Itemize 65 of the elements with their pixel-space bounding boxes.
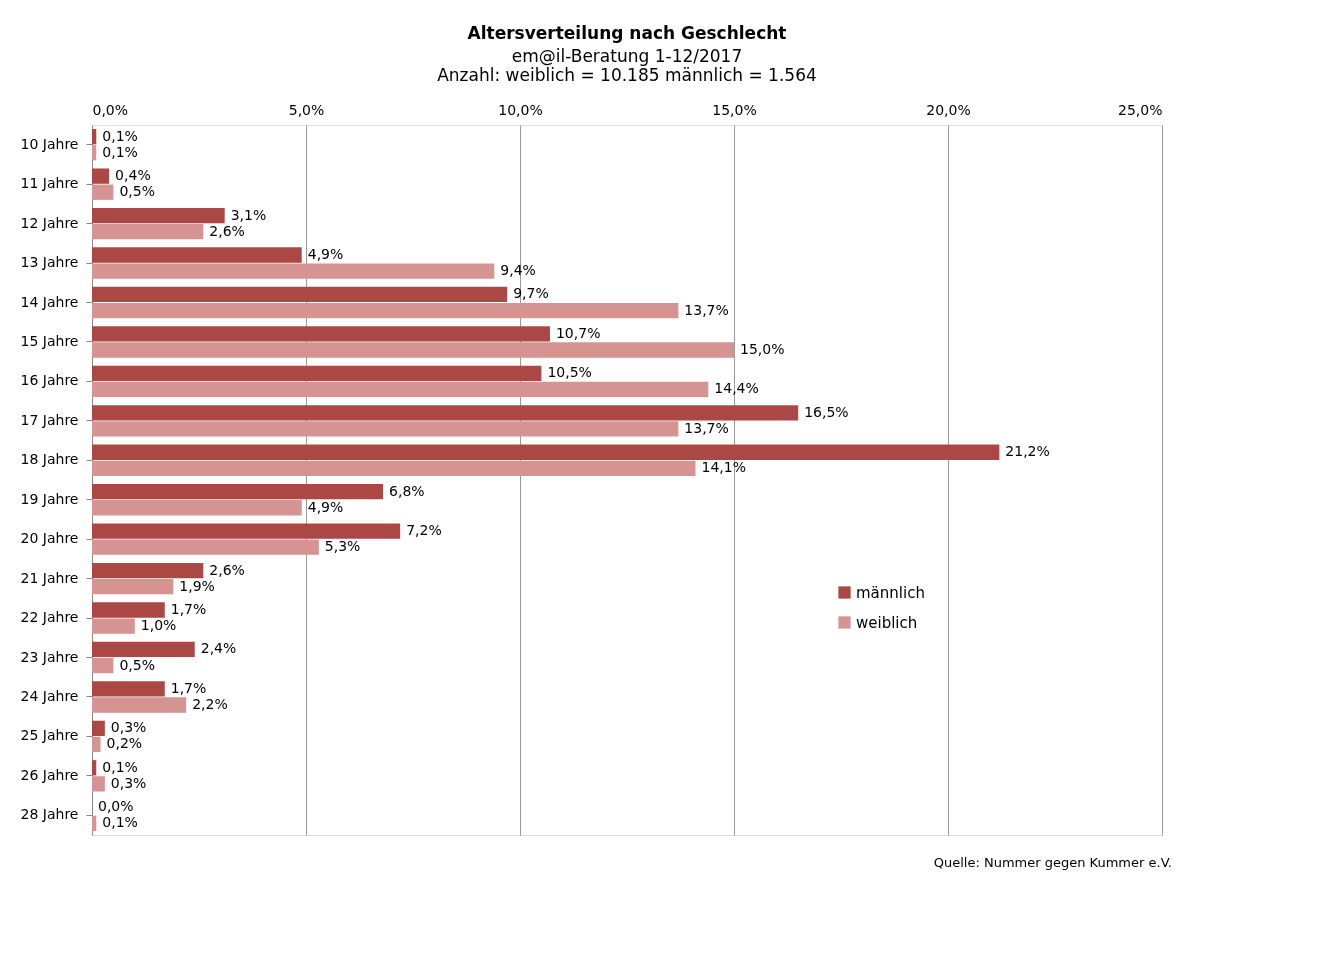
y-tick-label: 20 Jahre bbox=[20, 530, 79, 547]
y-tick-label: 25 Jahre bbox=[20, 727, 79, 744]
data-label: 6,8% bbox=[389, 482, 425, 499]
data-label: 1,0% bbox=[140, 617, 177, 634]
data-label: 7,2% bbox=[406, 522, 442, 539]
data-label: 2,4% bbox=[200, 640, 237, 657]
source-note: Quelle: Nummer gegen Kummer e.V. bbox=[933, 855, 1172, 870]
y-tick-label: 19 Jahre bbox=[20, 490, 79, 507]
data-label: 2,2% bbox=[192, 695, 228, 712]
data-label: 0,5% bbox=[119, 656, 155, 673]
x-tick-label: 25,0% bbox=[1118, 101, 1163, 118]
y-tick-label: 16 Jahre bbox=[20, 372, 79, 389]
data-label: 2,6% bbox=[209, 561, 245, 578]
data-label: 21,2% bbox=[1005, 443, 1050, 460]
x-tick-label: 10,0% bbox=[498, 101, 543, 118]
x-tick-label: 5,0% bbox=[288, 101, 325, 118]
data-label: 0,1% bbox=[102, 758, 138, 775]
data-label: 0,1% bbox=[102, 127, 138, 144]
y-tick-label: 11 Jahre bbox=[20, 175, 79, 192]
data-label: 3,1% bbox=[230, 206, 267, 223]
y-tick-label: 28 Jahre bbox=[20, 806, 79, 823]
data-label: 9,4% bbox=[500, 262, 536, 279]
data-label: 1,7% bbox=[170, 679, 207, 696]
data-label: 0,3% bbox=[110, 774, 147, 791]
data-label: 1,7% bbox=[170, 601, 207, 618]
data-label: 14,1% bbox=[701, 459, 746, 476]
data-label: 0,1% bbox=[102, 143, 138, 160]
data-label: 5,3% bbox=[324, 538, 361, 555]
legend-label: männlich bbox=[856, 583, 925, 602]
y-tick-label: 10 Jahre bbox=[20, 135, 79, 152]
data-label: 0,3% bbox=[110, 719, 147, 736]
y-tick-label: 21 Jahre bbox=[20, 569, 79, 586]
y-tick-label: 26 Jahre bbox=[20, 766, 79, 783]
data-label: 0,0% bbox=[98, 798, 134, 815]
x-tick-label: 0,0% bbox=[92, 101, 129, 118]
y-tick-label: 13 Jahre bbox=[20, 254, 79, 271]
x-tick-label: 15,0% bbox=[712, 101, 757, 118]
data-label: 4,9% bbox=[307, 498, 344, 515]
data-label: 15,0% bbox=[740, 340, 785, 357]
chart-title: Altersverteilung nach Geschlecht bbox=[467, 23, 787, 43]
y-tick-label: 15 Jahre bbox=[20, 332, 79, 349]
data-label: 4,9% bbox=[307, 246, 344, 263]
data-label: 0,1% bbox=[102, 814, 138, 831]
data-label: 0,5% bbox=[119, 183, 155, 200]
y-tick-label: 17 Jahre bbox=[20, 411, 79, 428]
y-tick-label: 14 Jahre bbox=[20, 293, 79, 310]
data-label: 16,5% bbox=[804, 403, 849, 420]
data-label: 14,4% bbox=[714, 380, 759, 397]
chart-subtitle: em@il-Beratung 1-12/2017 Anzahl: weiblich = 10.185 männlich = 1.564 bbox=[437, 46, 817, 85]
data-label: 9,7% bbox=[513, 285, 549, 302]
y-tick-label: 24 Jahre bbox=[20, 687, 79, 704]
data-label: 13,7% bbox=[684, 419, 729, 436]
y-tick-label: 12 Jahre bbox=[20, 214, 79, 231]
x-tick-label: 20,0% bbox=[926, 101, 971, 118]
y-tick-label: 22 Jahre bbox=[20, 609, 79, 626]
legend-label: weiblich bbox=[856, 613, 918, 632]
data-label: 0,4% bbox=[115, 167, 151, 184]
y-tick-label: 18 Jahre bbox=[20, 451, 79, 468]
data-label: 0,2% bbox=[106, 735, 143, 752]
data-label: 1,9% bbox=[179, 577, 215, 594]
y-tick-label: 23 Jahre bbox=[20, 648, 79, 665]
data-label: 13,7% bbox=[684, 301, 729, 318]
data-label: 10,5% bbox=[547, 364, 592, 381]
data-label: 10,7% bbox=[555, 324, 601, 341]
data-label: 2,6% bbox=[209, 222, 245, 239]
